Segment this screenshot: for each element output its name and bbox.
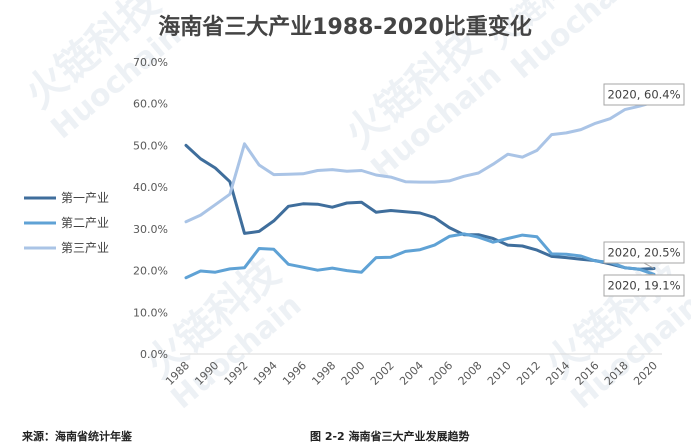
x-tick-label: 2002 bbox=[368, 359, 397, 388]
callout-box bbox=[603, 241, 685, 264]
legend-label: 第一产业 bbox=[61, 191, 109, 205]
x-tick-label: 2010 bbox=[485, 359, 514, 388]
callouts: 2020, 60.4% 2020, 20.5% 2020, 19.1% bbox=[603, 83, 685, 297]
x-tick-label: 1996 bbox=[280, 359, 309, 388]
x-tick-label: 1998 bbox=[309, 359, 338, 388]
y-tick-label: 20.0% bbox=[133, 265, 168, 278]
y-tick-label: 70.0% bbox=[133, 56, 168, 69]
y-tick-label: 30.0% bbox=[133, 223, 168, 236]
x-tick-label: 2006 bbox=[426, 359, 455, 388]
y-axis: 0.0% 10.0% 20.0% 30.0% 40.0% 50.0% 60.0% 70.0% bbox=[133, 56, 168, 361]
figure-caption: 图 2-2 海南省三大产业发展趋势 bbox=[310, 430, 470, 443]
x-tick-label: 2008 bbox=[456, 359, 485, 388]
callout-label: 2020, 60.4% bbox=[607, 88, 680, 102]
x-tick-label: 2000 bbox=[339, 359, 368, 388]
y-tick-label: 60.0% bbox=[133, 98, 168, 111]
x-tick-label: 1994 bbox=[251, 359, 280, 388]
legend-label: 第三产业 bbox=[61, 241, 109, 255]
callout-box bbox=[603, 274, 685, 297]
series-layer bbox=[184, 100, 656, 280]
chart-title: 海南省三大产业1988-2020比重变化 bbox=[158, 14, 532, 40]
callout-leader bbox=[643, 262, 655, 269]
series-line-2 bbox=[184, 232, 656, 280]
y-tick-label: 50.0% bbox=[133, 139, 168, 152]
y-tick-label: 0.0% bbox=[140, 348, 168, 361]
series-line-1 bbox=[184, 143, 656, 271]
x-tick-label: 2012 bbox=[514, 359, 543, 388]
y-tick-label: 40.0% bbox=[133, 181, 168, 194]
x-tick-label: 2004 bbox=[397, 359, 426, 388]
y-tick-label: 10.0% bbox=[133, 306, 168, 319]
legend-label: 第二产业 bbox=[61, 216, 109, 230]
callout-label: 2020, 20.5% bbox=[607, 246, 680, 260]
callout-label: 2020, 19.1% bbox=[607, 279, 680, 293]
callout-box bbox=[603, 83, 685, 106]
source-note: 来源：海南省统计年鉴 bbox=[22, 430, 132, 443]
series-line-3 bbox=[184, 100, 656, 224]
